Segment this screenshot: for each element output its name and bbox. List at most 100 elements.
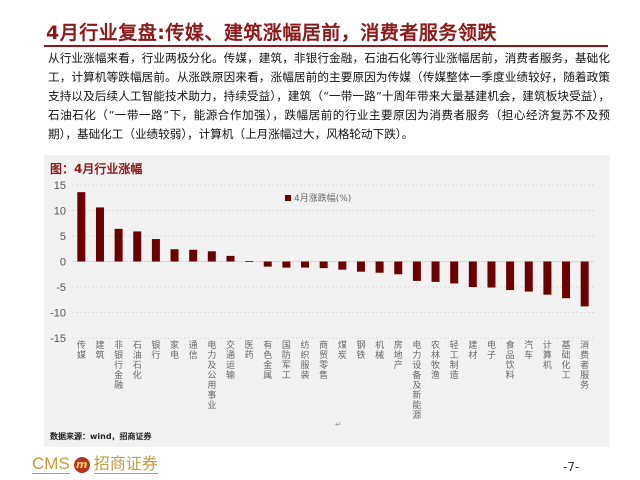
paragraph-mark-icon: ↵ [335,420,342,429]
x-tick-label: 非 [114,339,123,351]
x-tick-label: 服 [301,360,310,371]
x-tick-label: 公 [207,370,216,381]
y-tick-label: 5 [60,231,66,243]
x-tick-label: 炭 [338,350,347,361]
x-tick-label: 药 [245,350,254,361]
x-tick-label: 装 [301,369,310,381]
x-tick-label: 交 [226,339,235,351]
bar [95,207,104,262]
x-tick-label: 制 [450,359,459,371]
bar [524,261,533,292]
x-tick-label: 电 [170,349,179,361]
x-tick-label: 传 [77,339,86,351]
x-tick-label: 工 [282,371,291,381]
x-tick-label: 算 [543,349,552,361]
x-tick-label: 属 [263,370,272,381]
bar [170,249,179,262]
x-tick-label: 力 [412,349,421,361]
x-tick-label: 金 [114,369,123,381]
x-tick-label: 行 [114,359,123,371]
x-tick-label: 纺 [301,339,310,351]
x-tick-label: 费 [580,349,589,361]
x-tick-label: 售 [319,369,328,381]
x-tick-label: 石 [133,361,142,371]
x-tick-label: 品 [506,350,515,361]
logo-chinese: 招商证券 [93,454,158,474]
x-tick-label: 信 [189,349,198,361]
x-tick-label: 牧 [431,359,440,371]
chart-title: 图：4月行业涨幅 [50,162,143,176]
x-tick-label: 消 [580,339,589,351]
x-tick-label: 地 [394,349,403,361]
x-tick-label: 源 [412,410,421,421]
x-tick-label: 电 [412,339,421,351]
bar [356,261,365,272]
x-tick-label: 备 [412,369,421,381]
x-tick-label: 机 [543,359,552,371]
x-tick-label: 房 [394,339,403,351]
x-tick-label: 银 [114,349,123,361]
x-tick-label: 运 [226,360,235,371]
x-tick-label: 及 [207,360,216,371]
bar-chart: 151050-5-10-15传媒建筑非银行金融石油石化银行家电通信电力及公用事业… [50,180,594,421]
x-tick-label: 化 [562,359,571,371]
bar [245,260,254,262]
x-tick-label: 通 [189,340,198,351]
x-tick-label: 防 [282,349,291,361]
bar [375,261,384,273]
x-tick-label: 电 [487,339,496,351]
x-tick-label: 械 [375,349,384,361]
x-tick-label: 金 [263,359,272,371]
x-tick-label: 子 [487,350,496,361]
bar [468,261,477,287]
x-tick-label: 石 [133,341,142,351]
chart-panel: 15 10 5 0 -5 -10 -15 传媒建筑非银行金融石油石化银行家电通信电力及公用事业… [44,155,610,447]
bar [338,261,347,270]
x-tick-label: 计 [543,339,552,351]
bar [77,192,86,262]
x-tick-label: 融 [114,380,123,391]
x-tick-label: 输 [226,369,235,381]
x-tick-label: 军 [282,360,291,371]
x-tick-label: 商 [319,339,328,351]
x-tick-label: 轻 [450,339,459,351]
x-tick-label: 用 [207,380,216,391]
x-tick-label: 机 [375,339,384,351]
bar [301,261,310,268]
bar [133,231,142,262]
x-tick-label: 新 [412,389,421,401]
x-tick-label: 农 [431,339,440,351]
summary-paragraph: 从行业涨幅来看，行业两极分化。传媒，建筑，非银行金融，石油石化等行业涨幅居前，消… [48,51,610,141]
y-tick-label: -10 [50,308,66,320]
x-tick-label: 力 [207,349,216,361]
x-tick-label: 设 [412,360,421,371]
x-tick-label: 及 [412,380,421,391]
x-tick-label: 有 [263,339,272,351]
y-tick-label: -5 [56,282,66,294]
data-source: 数据来源：wind，招商证券 [50,432,152,441]
page-title: 4月行业复盘:传媒、建筑涨幅居前，消费者服务领跌 [46,22,497,44]
x-tick-label: 造 [450,369,459,381]
x-tick-label: 贸 [319,349,328,361]
logo-mark-icon: m [73,456,90,473]
bar [151,239,160,262]
bar [394,261,403,275]
x-tick-label: 媒 [77,350,86,361]
x-tick-label: 车 [524,349,533,361]
bar [189,249,198,262]
x-tick-label: 渔 [431,370,440,381]
bar [580,261,589,307]
x-tick-label: 电 [207,339,216,351]
x-tick-label: 食 [506,339,515,351]
x-tick-label: 基 [562,339,571,351]
y-tick-label: 10 [54,206,66,218]
x-tick-label: 行 [151,349,160,361]
x-tick-label: 工 [562,371,571,381]
bar [226,255,235,262]
y-tick-label: 15 [54,180,66,192]
title-divider [44,45,608,47]
y-tick-label: -15 [50,333,66,345]
x-tick-label: 银 [151,339,160,351]
x-tick-label: 业 [207,400,216,411]
bar [450,261,459,284]
